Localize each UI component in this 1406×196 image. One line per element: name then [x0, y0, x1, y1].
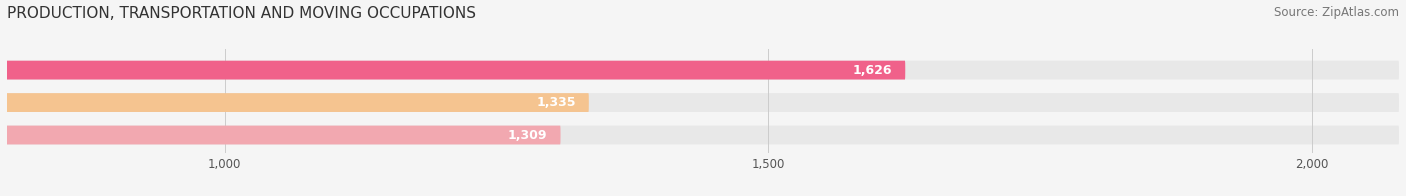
FancyBboxPatch shape: [0, 93, 589, 112]
Text: 1,309: 1,309: [508, 129, 547, 142]
Text: PRODUCTION, TRANSPORTATION AND MOVING OCCUPATIONS: PRODUCTION, TRANSPORTATION AND MOVING OC…: [7, 6, 477, 21]
Text: Source: ZipAtlas.com: Source: ZipAtlas.com: [1274, 6, 1399, 19]
FancyBboxPatch shape: [0, 126, 561, 144]
FancyBboxPatch shape: [0, 61, 905, 80]
FancyBboxPatch shape: [0, 126, 1399, 144]
FancyBboxPatch shape: [0, 61, 1399, 80]
Text: 1,335: 1,335: [536, 96, 576, 109]
FancyBboxPatch shape: [0, 93, 1399, 112]
Text: 1,626: 1,626: [852, 64, 893, 77]
